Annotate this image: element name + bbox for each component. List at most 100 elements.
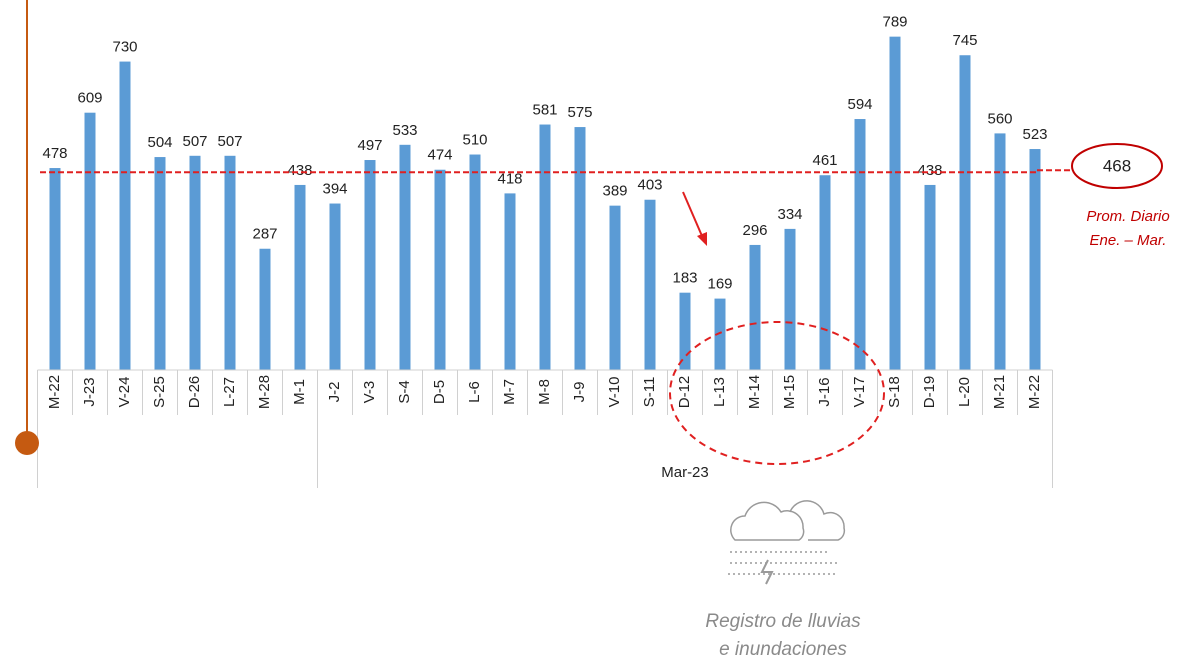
bar: [959, 55, 971, 371]
bar: [749, 244, 761, 370]
x-tick-label: L-13: [711, 377, 728, 407]
x-tick-label: M-22: [1026, 375, 1043, 409]
bar: [399, 144, 411, 370]
bar: [1029, 149, 1041, 370]
bar: [434, 169, 446, 370]
data-label: 497: [357, 137, 382, 154]
data-label: 507: [217, 133, 242, 150]
arrow-head: [697, 232, 707, 246]
bar: [364, 160, 376, 370]
bar: [539, 124, 551, 370]
bar: [294, 184, 306, 370]
x-tick-label: D-26: [186, 376, 203, 409]
bar: [119, 61, 131, 370]
data-label: 478: [42, 145, 67, 162]
x-tick-label: S-11: [641, 377, 658, 408]
x-tick-label: M-14: [746, 375, 763, 409]
average-label: 468: [1103, 156, 1131, 175]
average-note: Ene. – Mar.: [1090, 232, 1167, 249]
arrow: [682, 191, 703, 237]
data-label: 287: [252, 226, 277, 243]
x-tick-label: S-18: [886, 376, 903, 408]
highlight-ellipse: [669, 321, 885, 465]
data-label: 789: [882, 14, 907, 31]
data-label: 575: [567, 104, 592, 121]
data-label: 183: [672, 270, 697, 287]
x-tick-label: L-27: [221, 377, 238, 407]
data-label: 403: [637, 177, 662, 194]
bar: [889, 36, 901, 371]
bar: [504, 193, 516, 370]
data-label: 418: [497, 170, 522, 187]
x-tick-label: M-7: [501, 379, 518, 405]
bar: [259, 248, 271, 370]
average-note: Prom. Diario: [1086, 208, 1169, 225]
data-label: 507: [182, 133, 207, 150]
x-tick-label: S-4: [396, 380, 413, 403]
x-tick-label: M-21: [991, 375, 1008, 409]
group-label: Mar-23: [661, 464, 709, 481]
average-line: [40, 169, 1072, 174]
x-tick-label: V-10: [606, 377, 623, 408]
bar: [84, 112, 96, 370]
bar: [154, 157, 166, 370]
data-label: 609: [77, 90, 102, 107]
bar: [819, 175, 831, 370]
bar: [189, 155, 201, 370]
bar: [679, 292, 691, 370]
bar: [644, 199, 656, 370]
x-tick-label: L-20: [956, 377, 973, 407]
bar: [714, 298, 726, 370]
x-tick-label: J-9: [571, 382, 588, 403]
annotation: Registro de lluvias: [705, 611, 861, 632]
rain-icon: [728, 500, 846, 585]
data-label: 394: [322, 181, 347, 198]
x-tick-label: V-3: [361, 381, 378, 404]
data-label: 533: [392, 122, 417, 139]
data-label: 438: [287, 162, 312, 179]
bar: [574, 127, 586, 370]
bar: [329, 203, 341, 370]
data-label: 581: [532, 101, 557, 118]
x-tick-label: S-25: [151, 376, 168, 408]
annotation: e inundaciones: [719, 639, 847, 660]
x-tick-label: M-22: [46, 375, 63, 409]
bar: [924, 184, 936, 370]
bar: [609, 205, 621, 370]
timeline-dot: [15, 431, 39, 455]
data-label: 389: [602, 183, 627, 200]
x-tick-label: J-23: [81, 377, 98, 406]
data-label: 730: [112, 39, 137, 56]
data-label: 461: [812, 152, 837, 169]
data-label: 504: [147, 134, 172, 151]
x-tick-label: M-28: [256, 375, 273, 409]
data-label: 510: [462, 131, 487, 148]
x-tick-label: D-19: [921, 376, 938, 409]
x-tick-label: L-6: [466, 381, 483, 403]
data-label: 296: [742, 222, 767, 239]
data-label: 334: [777, 206, 802, 223]
x-tick-label: D-5: [431, 380, 448, 404]
x-tick-label: J-16: [816, 377, 833, 406]
data-label: 169: [707, 276, 732, 293]
data-label: 474: [427, 147, 452, 164]
average-badge: [1071, 143, 1163, 189]
x-tick-label: M-1: [291, 379, 308, 405]
data-label: 523: [1022, 126, 1047, 143]
x-tick-label: V-17: [851, 377, 868, 408]
data-label: 438: [917, 162, 942, 179]
bar: [49, 168, 61, 370]
bar: [784, 228, 796, 370]
bar: [994, 133, 1006, 370]
data-label: 560: [987, 110, 1012, 127]
bar: [224, 155, 236, 370]
x-tick-label: M-8: [536, 379, 553, 405]
x-tick-label: D-12: [676, 376, 693, 409]
x-tick-label: V-24: [116, 377, 133, 408]
bar: [854, 119, 866, 370]
data-label: 745: [952, 32, 977, 49]
bar: [469, 154, 481, 370]
x-tick-label: M-15: [781, 375, 798, 409]
data-label: 594: [847, 96, 872, 113]
